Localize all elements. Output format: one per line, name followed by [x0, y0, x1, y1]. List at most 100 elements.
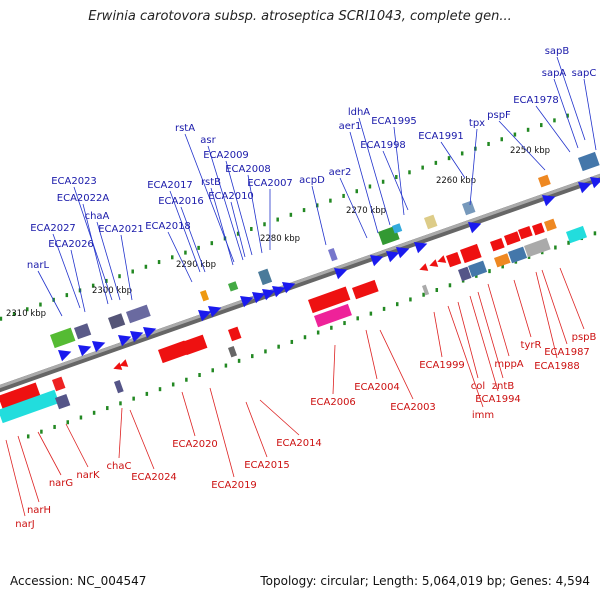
forward-gene-label: ECA2026 [48, 239, 94, 250]
tick-mark [540, 123, 543, 128]
forward-gene-label: ECA1995 [371, 116, 417, 127]
forward-gene-label: rstA [175, 123, 195, 134]
reverse-gene-label: ECA2020 [172, 439, 218, 450]
forward-gene-leader [349, 131, 379, 234]
tick-mark [447, 156, 451, 161]
reverse-gene-leader [457, 301, 479, 379]
feature-block [126, 304, 151, 324]
tick-mark [567, 240, 570, 245]
reverse-gene-leader [379, 329, 414, 400]
forward-gene-arrow [143, 327, 157, 339]
feature-block [544, 218, 557, 232]
tick-mark [526, 127, 530, 132]
reverse-gene-leader [332, 344, 336, 395]
forward-gene-arrow [262, 289, 276, 301]
reverse-gene-leader [259, 399, 300, 436]
feature-block [0, 389, 60, 424]
forward-gene-label: narL [27, 260, 50, 271]
feature-block [52, 376, 66, 392]
reverse-gene-leader [37, 431, 62, 476]
reverse-gene-leader [541, 269, 568, 345]
tick-mark [263, 222, 266, 227]
reverse-gene-leader [5, 439, 26, 517]
tick-mark [593, 231, 597, 236]
tick-mark [369, 311, 373, 316]
tick-mark [355, 189, 359, 194]
reverse-gene-leader [65, 423, 89, 468]
feature-block [0, 382, 41, 410]
reverse-gene-leader [129, 409, 155, 470]
tick-mark [553, 118, 556, 123]
reverse-gene-label: ECA2024 [131, 472, 177, 483]
feature-block [308, 286, 351, 314]
feature-block [445, 251, 462, 268]
forward-gene-label: aer2 [329, 167, 352, 178]
forward-gene-arrow [272, 286, 286, 298]
tick-mark [356, 316, 359, 321]
forward-gene-label: ECA2016 [158, 196, 204, 207]
tick-mark [224, 363, 228, 368]
reverse-gene-leader [245, 401, 268, 458]
tick-mark [198, 373, 201, 378]
tick-mark [250, 226, 253, 231]
forward-gene-leader [583, 78, 597, 151]
tick-mark [448, 283, 452, 288]
feature-block [74, 323, 92, 340]
feature-block [566, 225, 587, 244]
forward-gene-leader [70, 249, 86, 313]
reverse-gene-label: narJ [15, 519, 35, 530]
forward-gene-leader [169, 190, 201, 273]
forward-gene-arrow [240, 296, 254, 308]
reverse-gene-arrow [419, 263, 429, 271]
forward-gene-arrow [334, 268, 348, 280]
feature-block [538, 174, 551, 188]
forward-gene-leader [553, 78, 579, 149]
feature-block [108, 313, 126, 330]
tick-mark [487, 141, 490, 146]
forward-gene-label: ECA2010 [208, 191, 254, 202]
forward-gene-label: ldhA [348, 107, 370, 118]
tick-mark [421, 165, 424, 170]
forward-gene-leader [358, 117, 391, 226]
forward-gene-arrow [118, 335, 132, 347]
tick-mark [277, 344, 280, 349]
tick-mark [368, 184, 372, 189]
feature-block [578, 151, 600, 172]
tick-mark [157, 260, 161, 265]
reverse-gene-leader [181, 391, 196, 437]
tick-mark [527, 254, 531, 259]
forward-gene-leader [556, 56, 586, 141]
forward-gene-leader [210, 187, 234, 266]
feature-block [328, 247, 338, 262]
reverse-gene-label: narG [49, 478, 73, 489]
reverse-gene-label: ECA1999 [419, 360, 465, 371]
forward-gene-label: aer1 [339, 121, 362, 132]
forward-gene-leader [225, 160, 253, 256]
tick-mark [132, 396, 135, 401]
forward-gene-arrow [396, 247, 410, 259]
tick-mark [145, 391, 149, 396]
forward-gene-arrow [92, 341, 106, 353]
forward-gene-label: ECA1991 [418, 131, 464, 142]
tick-mark [65, 293, 69, 298]
feature-block [490, 237, 505, 252]
tick-mark [475, 273, 478, 278]
reverse-gene-label: narK [76, 470, 100, 481]
feature-block [462, 200, 476, 216]
forward-gene-arrow [78, 345, 92, 357]
reverse-gene-leader [487, 283, 510, 357]
kbp-tick-label: 2260 kbp [436, 176, 476, 186]
forward-gene-arrow [578, 182, 592, 194]
tick-mark [554, 245, 557, 250]
reverse-gene-leader [433, 311, 443, 358]
feature-block [494, 253, 511, 268]
forward-gene-arrow [58, 350, 72, 362]
forward-gene-leader [180, 206, 206, 273]
tick-mark [92, 410, 96, 415]
tick-mark [171, 382, 175, 387]
tick-mark [118, 274, 121, 279]
reverse-gene-leader [513, 279, 532, 338]
feature-block [507, 246, 528, 264]
tick-mark [315, 203, 319, 208]
tick-mark [330, 325, 333, 330]
